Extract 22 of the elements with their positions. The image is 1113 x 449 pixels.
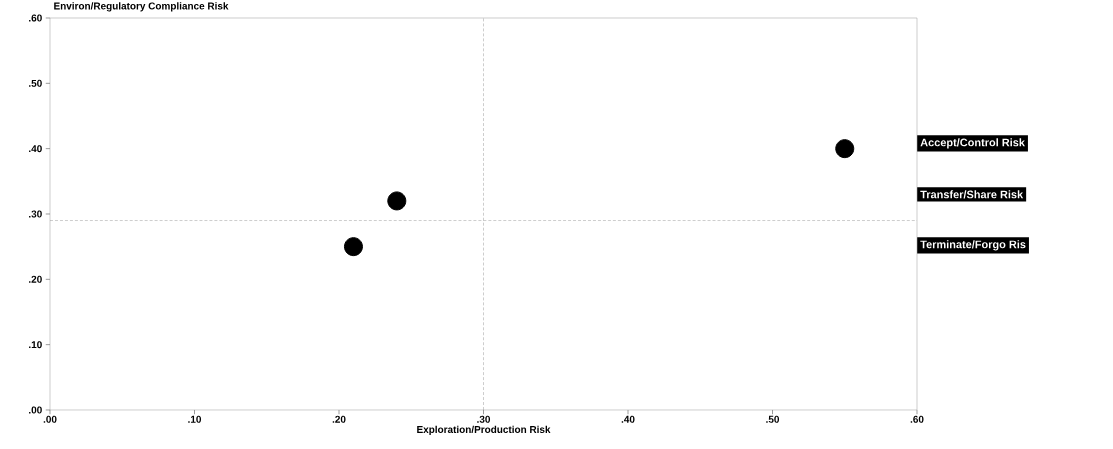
- y-tick-label: .00: [29, 406, 42, 414]
- y-tick-label: .30: [29, 210, 42, 218]
- y-tick-label: .40: [29, 145, 42, 153]
- x-tick-label: .60: [910, 415, 924, 423]
- x-tick-label: .30: [477, 415, 491, 423]
- point: [835, 139, 855, 159]
- x-tick-label: .00: [43, 415, 57, 423]
- text: Transfer/Share Risk: [920, 190, 1024, 199]
- text: Terminate/Forgo Ris: [920, 240, 1026, 251]
- x-tick-label: .20: [332, 415, 346, 423]
- y-tick-label: .50: [29, 79, 42, 87]
- point: [387, 191, 407, 211]
- x-tick-label: .40: [621, 415, 635, 423]
- x-tick-label: .10: [188, 415, 202, 423]
- point: [343, 237, 363, 257]
- x-tick-label: .50: [766, 415, 780, 423]
- y-tick-label: .60: [29, 14, 42, 22]
- y-axis-title: Environ/Regulatory Compliance Risk: [54, 2, 229, 12]
- text: Accept/Control Risk: [920, 138, 1025, 149]
- y-tick-label: .10: [29, 341, 42, 349]
- x-axis-title: Exploration/Production Risk: [417, 425, 551, 435]
- y-tick-label: .20: [29, 275, 42, 283]
